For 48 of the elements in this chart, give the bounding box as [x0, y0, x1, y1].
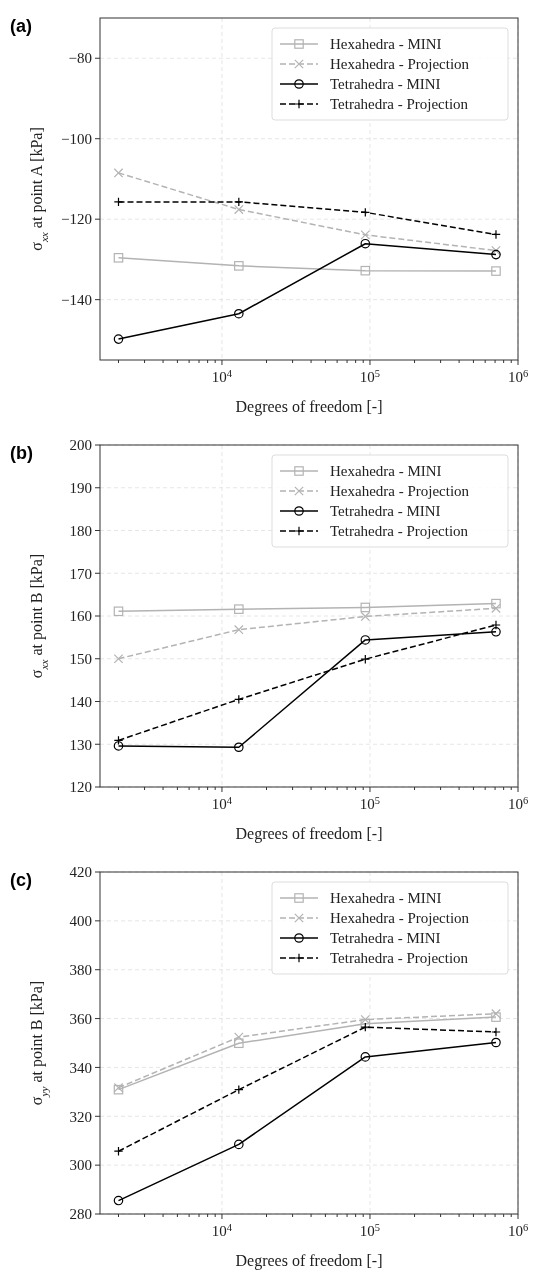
x-axis-title: Degrees of freedom [-] [235, 1252, 383, 1270]
y-tick-label: 180 [69, 522, 92, 539]
y-tick-label: 380 [69, 961, 92, 978]
y-tick-label: 120 [69, 779, 92, 796]
x-axis-title: Degrees of freedom [-] [235, 398, 383, 416]
y-tick-label: −100 [61, 130, 92, 147]
legend-label: Tetrahedra - Projection [330, 96, 469, 113]
legend-label: Tetrahedra - MINI [330, 503, 441, 520]
y-tick-label: 320 [69, 1108, 92, 1125]
legend-label: Hexahedra - MINI [330, 463, 442, 480]
y-tick-label: 200 [69, 437, 92, 454]
y-tick-label: 160 [69, 608, 92, 625]
y-tick-label: 340 [69, 1059, 92, 1076]
legend-label: Tetrahedra - Projection [330, 950, 469, 967]
x-tick-label: 10$^{4}$ [211, 794, 233, 812]
x-tick-label: 10$^{6}$ [507, 1221, 529, 1239]
y-tick-label: 190 [69, 480, 92, 496]
legend-label: Tetrahedra - MINI [330, 930, 441, 947]
chart-title: (c) [10, 870, 32, 890]
x-tick-label: 10$^{6}$ [507, 794, 529, 812]
y-tick-label: 420 [69, 864, 92, 881]
legend-label: Hexahedra - Projection [330, 56, 470, 73]
x-tick-label: 10$^{4}$ [211, 1221, 233, 1239]
y-tick-label: 280 [69, 1206, 92, 1223]
y-tick-label: 150 [69, 651, 92, 667]
legend-label: Hexahedra - MINI [330, 36, 442, 53]
y-tick-label: −120 [61, 211, 92, 228]
legend-label: Hexahedra - MINI [330, 890, 442, 907]
y-tick-label: 140 [69, 693, 92, 710]
x-tick-label: 10$^{6}$ [507, 367, 529, 385]
x-tick-label: 10$^{5}$ [359, 367, 381, 385]
chart-title: (a) [10, 16, 32, 36]
y-tick-label: −140 [61, 291, 92, 308]
x-tick-label: 10$^{5}$ [359, 1221, 381, 1239]
x-axis-title: Degrees of freedom [-] [235, 825, 383, 843]
legend-label: Hexahedra - Projection [330, 910, 470, 927]
legend-label: Tetrahedra - Projection [330, 523, 469, 540]
chart-title: (b) [10, 443, 33, 463]
legend-label: Hexahedra - Projection [330, 483, 470, 500]
x-tick-label: 10$^{4}$ [211, 367, 233, 385]
x-tick-label: 10$^{5}$ [359, 794, 381, 812]
y-tick-label: 130 [69, 736, 92, 753]
y-tick-label: 360 [69, 1010, 92, 1027]
y-tick-label: 170 [69, 565, 92, 582]
y-tick-label: −80 [68, 50, 92, 67]
legend-label: Tetrahedra - MINI [330, 76, 441, 93]
y-tick-label: 400 [69, 913, 92, 930]
y-tick-label: 300 [69, 1157, 92, 1174]
